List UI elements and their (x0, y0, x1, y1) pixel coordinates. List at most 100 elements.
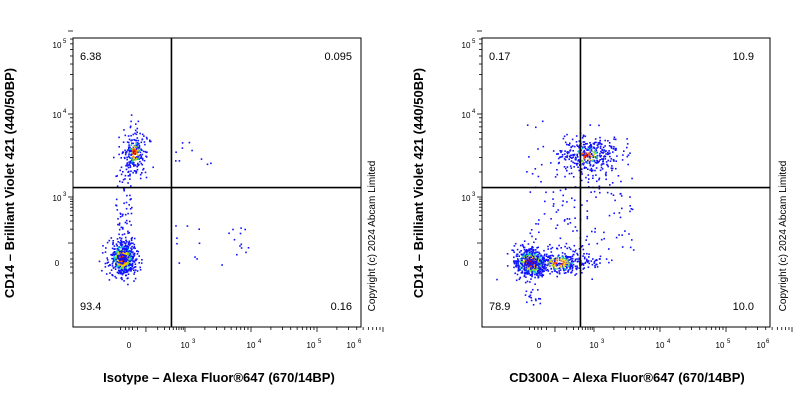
event-dot (596, 157, 598, 159)
y-axis-cd300a: 0 10 3 10 4 10 5 (462, 30, 482, 274)
event-dot (611, 182, 614, 184)
event-dot (122, 245, 125, 248)
event-dot (560, 260, 563, 262)
event-dot (564, 253, 566, 255)
event-dot (561, 154, 564, 156)
event-dot (549, 243, 551, 246)
event-dot (593, 260, 596, 263)
x-minor-ticks-cd300a (529, 327, 793, 332)
event-dot (615, 236, 618, 239)
event-dot (590, 150, 593, 152)
event-dot (127, 265, 129, 267)
event-dot (602, 146, 605, 149)
event-dot (118, 267, 120, 269)
event-dot (233, 238, 236, 241)
event-dot (622, 154, 624, 156)
event-dot (572, 153, 575, 156)
event-dot (134, 132, 136, 135)
event-dot (126, 149, 129, 151)
event-dot (567, 269, 570, 271)
event-dot (121, 270, 123, 272)
event-dot (584, 153, 586, 155)
event-dot (556, 262, 558, 265)
event-dot (543, 263, 546, 265)
event-dot (578, 260, 581, 263)
event-dot (585, 154, 588, 157)
quadrant-label-bottom-right: 0.16 (331, 301, 352, 313)
event-dot (583, 162, 585, 164)
event-dot (141, 133, 144, 136)
y-tick-label: 10 (53, 41, 62, 50)
event-dot (114, 259, 116, 261)
event-dot (126, 251, 128, 253)
event-dot (133, 252, 136, 255)
event-dot (584, 155, 586, 157)
y-minor-ticks-cd300a (477, 30, 482, 274)
event-dot (531, 247, 533, 249)
event-dot (125, 270, 128, 273)
event-dot (608, 261, 610, 264)
event-dot (556, 258, 558, 260)
event-dot (128, 231, 131, 234)
event-dot (130, 170, 132, 172)
event-dot (132, 251, 134, 253)
event-dot (599, 169, 602, 172)
y-tick-label: 0 (55, 259, 60, 268)
event-dot (535, 262, 537, 265)
event-dot (558, 262, 561, 265)
event-dot (133, 243, 136, 246)
event-dot (126, 262, 128, 265)
event-dot (124, 134, 127, 137)
event-dot (594, 227, 596, 230)
event-dot (576, 252, 578, 255)
y-tick-1e5: 10 5 (462, 39, 476, 50)
event-dot (123, 202, 125, 205)
event-dot (136, 168, 139, 171)
event-dot (531, 274, 533, 276)
event-dot (518, 255, 520, 257)
event-dot (540, 181, 542, 183)
event-dot (532, 258, 534, 261)
event-dot (221, 264, 223, 266)
event-dot (547, 259, 549, 262)
event-dot (627, 154, 630, 156)
event-dot (506, 253, 509, 255)
event-dot (132, 158, 134, 161)
event-dot (561, 256, 564, 258)
event-dot (529, 281, 531, 283)
event-dot (531, 264, 534, 266)
event-dot (126, 252, 129, 255)
event-dot (120, 267, 122, 269)
event-dot (535, 238, 537, 240)
event-dot (141, 153, 144, 156)
event-dot (528, 295, 530, 298)
event-dot (141, 157, 144, 160)
event-dot (582, 268, 585, 270)
event-dot (139, 160, 141, 163)
event-dot (112, 242, 114, 244)
event-dot (530, 263, 532, 266)
event-dot (563, 220, 566, 222)
event-dot (548, 255, 550, 257)
event-dot (117, 223, 119, 226)
event-dot (119, 241, 121, 244)
event-dot (609, 160, 612, 162)
event-dot (581, 272, 583, 274)
event-dot (123, 261, 125, 264)
event-dot (582, 143, 585, 146)
event-dot (587, 168, 589, 170)
event-dot (135, 149, 138, 152)
event-dot (554, 262, 557, 264)
event-dot (126, 158, 128, 161)
event-dot (593, 262, 595, 264)
event-dot (114, 266, 117, 268)
event-dot (562, 259, 564, 261)
event-dot (574, 251, 576, 253)
event-dot (130, 157, 132, 159)
event-dot (143, 135, 145, 137)
plot-frame-isotype (72, 37, 362, 328)
event-dot (527, 258, 529, 260)
event-dot (126, 245, 128, 247)
event-dot (539, 302, 542, 305)
event-dot (538, 297, 540, 300)
